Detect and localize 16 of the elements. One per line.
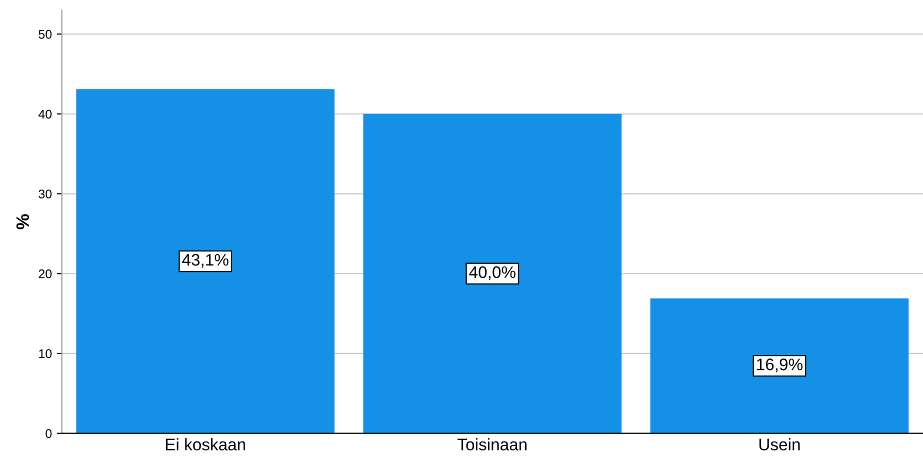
x-tick-label: Ei koskaan (166, 438, 246, 450)
bar (76, 89, 335, 434)
x-tick-label: Toisinaan (458, 438, 527, 450)
bar (650, 298, 909, 434)
x-tick-label: Usein (759, 438, 800, 450)
data-label: 43,1% (182, 254, 228, 268)
y-tick-label: 30 (38, 190, 52, 198)
y-tick-label: 0 (46, 429, 52, 438)
y-tick-label: 40 (38, 110, 52, 119)
y-tick-label: 50 (38, 30, 52, 39)
bar (363, 114, 622, 434)
y-axis-title: % (16, 214, 30, 230)
y-tick-label: 20 (38, 269, 52, 278)
y-tick-label: 10 (39, 349, 52, 358)
data-label: 40,0% (469, 266, 516, 280)
data-label: 16,9% (757, 358, 803, 372)
